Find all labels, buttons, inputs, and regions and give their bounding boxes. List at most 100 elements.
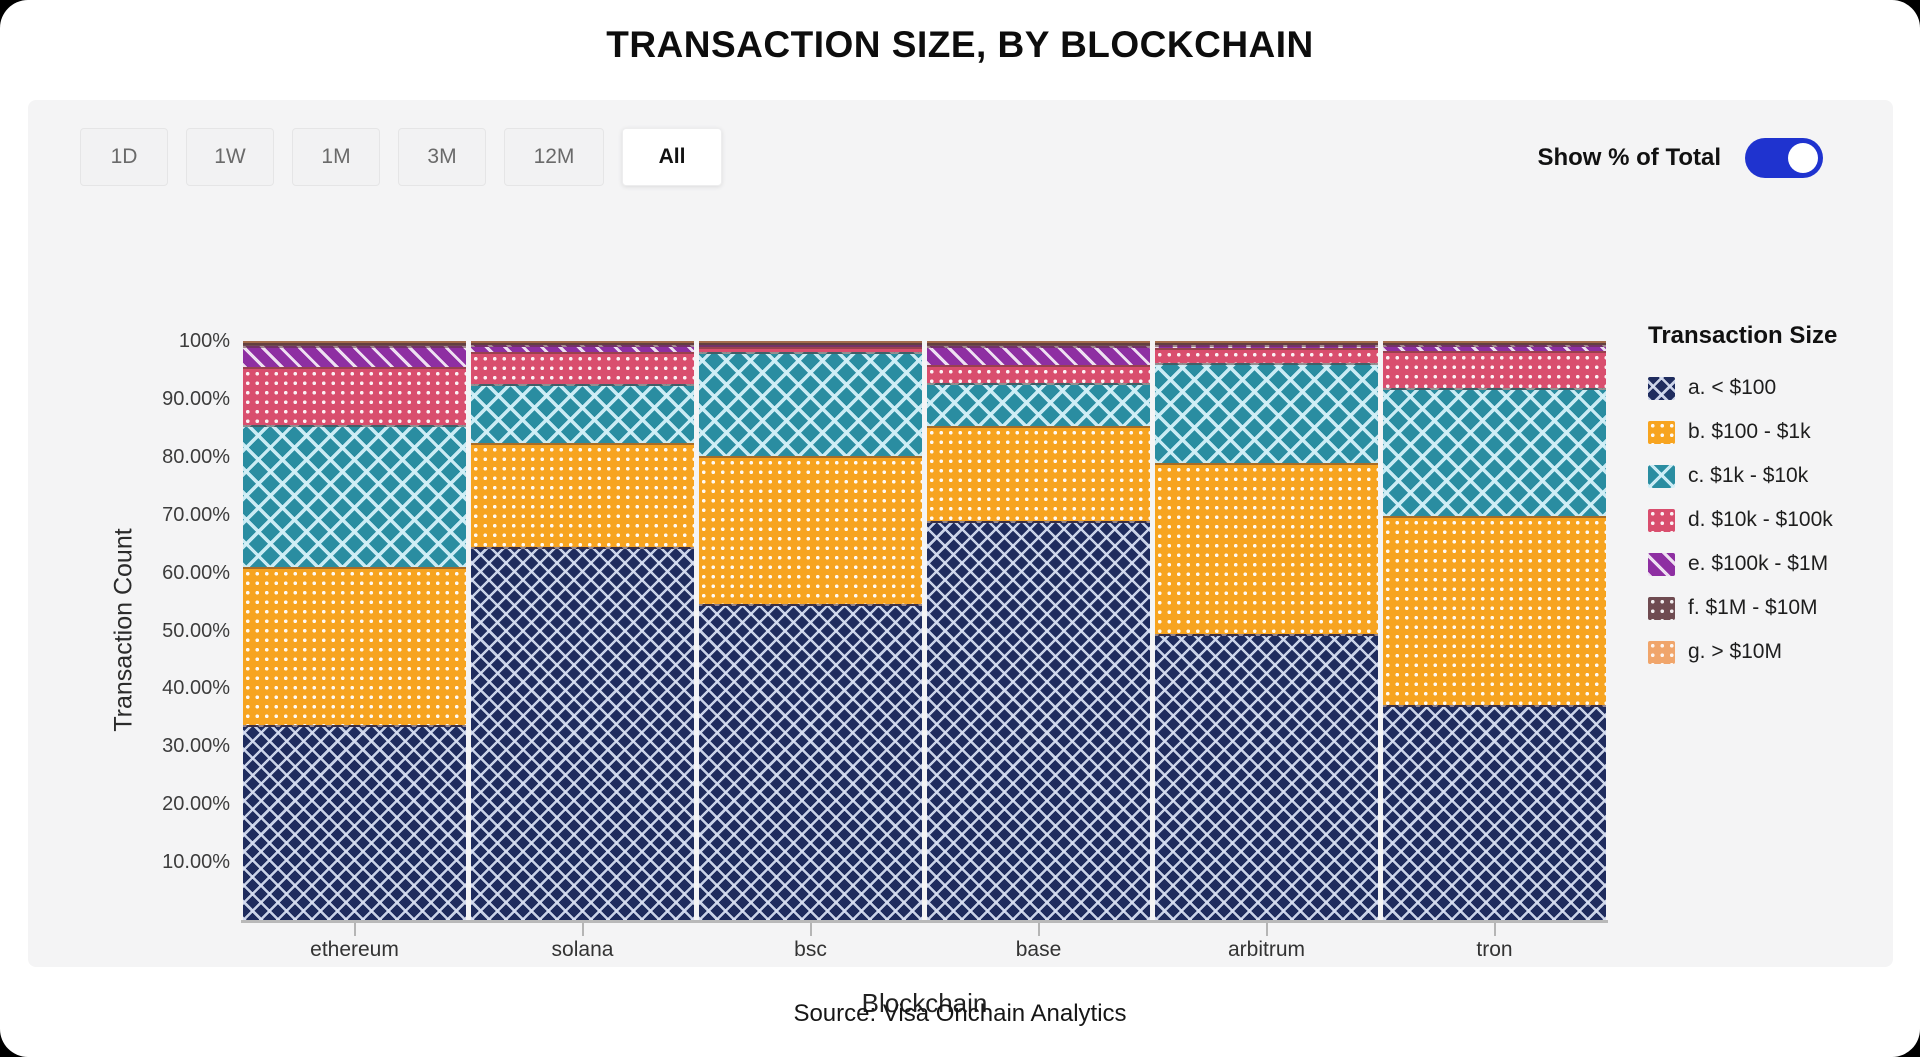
segment-arbitrum-g bbox=[1155, 341, 1378, 343]
time-range-button-3m[interactable]: 3M bbox=[398, 128, 486, 186]
x-label-tron: tron bbox=[1476, 938, 1513, 961]
segment-solana-a bbox=[471, 546, 694, 920]
x-tick bbox=[927, 923, 1150, 936]
legend-item-f: f. $1M - $10M bbox=[1648, 586, 1920, 630]
time-range-button-1m[interactable]: 1M bbox=[292, 128, 380, 186]
time-range-buttons: 1D 1W 1M 3M 12M All bbox=[80, 128, 740, 186]
segment-base-d bbox=[927, 365, 1150, 383]
legend-item-b: b. $100 - $1k bbox=[1648, 410, 1920, 454]
segment-tron-e bbox=[1383, 345, 1606, 351]
segment-tron-c bbox=[1383, 388, 1606, 517]
legend-item-a: a. < $100 bbox=[1648, 366, 1920, 410]
x-axis-line bbox=[241, 920, 1608, 923]
x-label-arbitrum: arbitrum bbox=[1227, 938, 1306, 961]
legend-label: b. $100 - $1k bbox=[1688, 420, 1811, 443]
y-tick-label: 10.00% bbox=[162, 851, 230, 874]
segment-base-g bbox=[927, 340, 1150, 343]
time-range-button-1d[interactable]: 1D bbox=[80, 128, 168, 186]
segment-bsc-g bbox=[699, 341, 922, 343]
segment-arbitrum-d bbox=[1155, 347, 1378, 363]
legend-label: g. > $10M bbox=[1688, 640, 1782, 663]
segment-base-e bbox=[927, 346, 1150, 366]
segment-solana-d bbox=[471, 351, 694, 384]
segment-ethereum-d bbox=[243, 366, 466, 425]
x-tick bbox=[699, 923, 922, 936]
y-tick-label: 40.00% bbox=[162, 677, 230, 700]
bar-solana bbox=[471, 341, 694, 920]
time-range-button-12m[interactable]: 12M bbox=[504, 128, 604, 186]
legend-swatch-icon bbox=[1648, 420, 1675, 444]
segment-ethereum-b bbox=[243, 567, 466, 726]
bar-arbitrum bbox=[1155, 341, 1378, 920]
segment-base-f bbox=[927, 342, 1150, 347]
legend-title: Transaction Size bbox=[1648, 322, 1838, 349]
x-axis-ticks bbox=[243, 923, 1606, 936]
segment-bsc-f bbox=[699, 343, 922, 345]
segment-tron-g bbox=[1383, 341, 1606, 343]
time-range-button-all[interactable]: All bbox=[622, 128, 722, 186]
segment-tron-f bbox=[1383, 343, 1606, 345]
toggle-knob-icon bbox=[1788, 143, 1818, 173]
show-percent-toggle[interactable] bbox=[1745, 138, 1823, 178]
x-tick bbox=[471, 923, 694, 936]
time-range-button-1w[interactable]: 1W bbox=[186, 128, 274, 186]
y-tick-label: 90.00% bbox=[162, 387, 230, 410]
segment-ethereum-c bbox=[243, 424, 466, 568]
x-tick bbox=[1155, 923, 1378, 936]
legend-label: f. $1M - $10M bbox=[1688, 596, 1818, 619]
legend-label: c. $1k - $10k bbox=[1688, 464, 1809, 487]
x-label-solana: solana bbox=[551, 938, 614, 961]
x-label-bsc: bsc bbox=[794, 938, 827, 961]
segment-tron-b bbox=[1383, 516, 1606, 706]
source-caption: Source: Visa Onchain Analytics bbox=[793, 1000, 1127, 1027]
segment-arbitrum-a bbox=[1155, 633, 1378, 920]
segment-base-a bbox=[927, 521, 1150, 920]
segment-arbitrum-c bbox=[1155, 362, 1378, 463]
x-label-base: base bbox=[1015, 938, 1062, 961]
segment-tron-a bbox=[1383, 705, 1606, 920]
page-title: TRANSACTION SIZE, BY BLOCKCHAIN bbox=[606, 24, 1314, 65]
legend-swatch-icon bbox=[1648, 376, 1675, 400]
x-axis-labels: ethereum solana bsc base arbitrum tron bbox=[243, 938, 1606, 962]
segment-arbitrum-e bbox=[1155, 345, 1378, 348]
legend-label: e. $100k - $1M bbox=[1688, 552, 1829, 575]
y-tick-label: 20.00% bbox=[162, 793, 230, 816]
chart-panel: 1D 1W 1M 3M 12M All Show % of Total Transacti… bbox=[28, 100, 1893, 1018]
legend-label: a. < $100 bbox=[1688, 376, 1777, 399]
bar-base bbox=[927, 340, 1150, 920]
legend-items: a. < $100 b. $100 - $1k c. $1k - $10k d. $1… bbox=[1648, 366, 1920, 674]
y-tick-label: 70.00% bbox=[162, 503, 230, 526]
x-tick bbox=[1383, 923, 1606, 936]
x-axis-title: Blockchain bbox=[861, 988, 988, 1018]
bar-ethereum bbox=[243, 341, 466, 920]
segment-solana-c bbox=[471, 383, 694, 444]
legend: Transaction Size a. < $100 b. $100 - $1k c… bbox=[1648, 322, 1920, 674]
y-tick-label: 50.00% bbox=[162, 619, 230, 642]
segment-arbitrum-f bbox=[1155, 343, 1378, 345]
segment-solana-b bbox=[471, 443, 694, 547]
toggle-label: Show % of Total bbox=[1537, 144, 1721, 171]
segment-ethereum-g bbox=[243, 341, 466, 343]
bar-tron bbox=[1383, 341, 1606, 920]
y-axis-ticks: 100% 90.00% 80.00% 70.00% 60.00% 50.00% 40.00%… bbox=[118, 330, 230, 920]
y-tick-label: 60.00% bbox=[162, 561, 230, 584]
segment-bsc-a bbox=[699, 603, 922, 920]
segment-arbitrum-b bbox=[1155, 462, 1378, 634]
x-tick bbox=[243, 923, 466, 936]
segment-bsc-c bbox=[699, 351, 922, 457]
legend-swatch-icon bbox=[1648, 640, 1675, 664]
plot-area bbox=[243, 340, 1606, 920]
segment-bsc-d bbox=[699, 347, 922, 352]
segment-base-b bbox=[927, 425, 1150, 522]
legend-item-e: e. $100k - $1M bbox=[1648, 542, 1920, 586]
legend-swatch-icon bbox=[1648, 552, 1675, 576]
segment-solana-e bbox=[471, 345, 694, 352]
y-tick-label: 80.00% bbox=[162, 445, 230, 468]
segment-bsc-e bbox=[699, 345, 922, 347]
legend-item-d: d. $10k - $100k bbox=[1648, 498, 1920, 542]
segment-ethereum-e bbox=[243, 346, 466, 367]
y-tick-label: 100% bbox=[178, 330, 230, 352]
legend-item-g: g. > $10M bbox=[1648, 630, 1920, 674]
legend-swatch-icon bbox=[1648, 508, 1675, 532]
